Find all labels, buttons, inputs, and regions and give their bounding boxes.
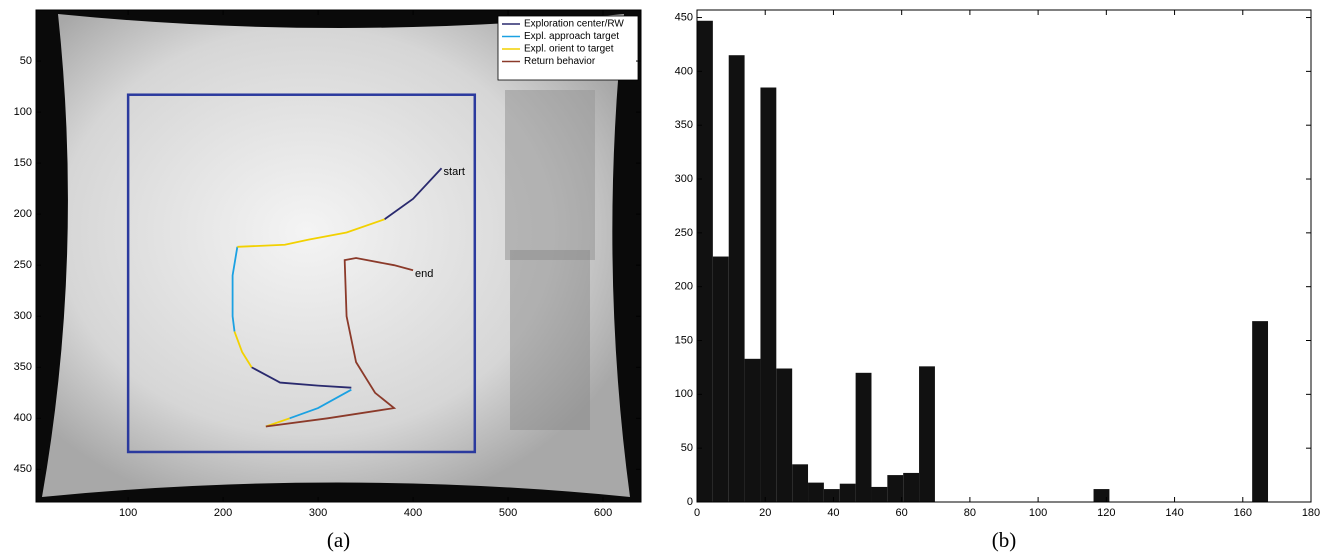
y-tick-label: 400 [675,65,693,77]
y-tick-label: 50 [681,442,693,454]
trajectory-line [265,257,414,428]
annotation: start [444,166,465,178]
x-tick-label: 160 [1234,507,1252,519]
annotation: end [415,268,433,280]
caption: (b) [992,528,1017,552]
caption: (a) [327,528,350,552]
histogram-bar [712,256,729,502]
x-tick-label: 300 [309,507,327,519]
y-tick-label: 200 [675,281,693,293]
region-rectangle [126,93,477,454]
y-tick-label: 150 [14,157,32,169]
image-detail [510,250,590,430]
histogram-bar [871,486,888,502]
histogram-bar [697,20,713,502]
trajectory-line [251,167,443,389]
y-tick-label: 250 [675,227,693,239]
x-tick-label: 80 [964,507,976,519]
y-tick-label: 50 [20,55,32,67]
y-tick-label: 450 [675,11,693,23]
y-tick-label: 100 [675,388,693,400]
image-detail [505,90,595,260]
y-tick-label: 350 [14,361,32,373]
histogram-bar [1252,321,1269,502]
axes-frame [35,9,642,503]
x-tick-label: 500 [499,507,517,519]
histogram-bar [903,472,920,502]
y-tick-label: 150 [675,334,693,346]
histogram-bar [823,489,840,502]
x-tick-label: 40 [827,507,839,519]
histogram-bar [776,368,793,502]
histogram-bar [855,372,872,502]
x-tick-label: 120 [1097,507,1115,519]
y-tick-label: 350 [675,119,693,131]
x-tick-label: 100 [119,507,137,519]
x-tick-label: 100 [1029,507,1047,519]
trajectory-line [231,246,352,420]
histogram-bar [792,464,809,502]
histogram-bar [728,55,745,503]
legend-label: Expl. orient to target [524,44,614,55]
y-tick-label: 0 [687,496,693,508]
legend-label: Expl. approach target [524,31,619,42]
histogram-bar [887,475,904,502]
y-tick-label: 450 [14,463,32,475]
x-tick-label: 140 [1165,507,1183,519]
x-tick-label: 600 [594,507,612,519]
histogram-bar [760,87,777,502]
histogram-bar [1093,489,1110,502]
x-tick-label: 20 [759,507,771,519]
y-tick-label: 300 [14,310,32,322]
legend-label: Return behavior [524,56,596,67]
histogram-bar [919,366,935,502]
histogram-bar [744,358,761,502]
x-tick-label: 60 [896,507,908,519]
x-tick-label: 0 [694,507,700,519]
y-tick-label: 400 [14,412,32,424]
camera-image [42,14,630,497]
legend-box [497,15,639,81]
x-tick-label: 180 [1302,507,1320,519]
legend-label: Exploration center/RW [524,19,624,30]
histogram-bar [808,482,824,502]
histogram-bar [839,483,856,502]
axes-frame [696,9,1312,503]
y-tick-label: 250 [14,259,32,271]
y-tick-label: 200 [14,208,32,220]
y-tick-label: 300 [675,173,693,185]
x-tick-label: 200 [214,507,232,519]
x-tick-label: 400 [404,507,422,519]
y-tick-label: 100 [14,106,32,118]
